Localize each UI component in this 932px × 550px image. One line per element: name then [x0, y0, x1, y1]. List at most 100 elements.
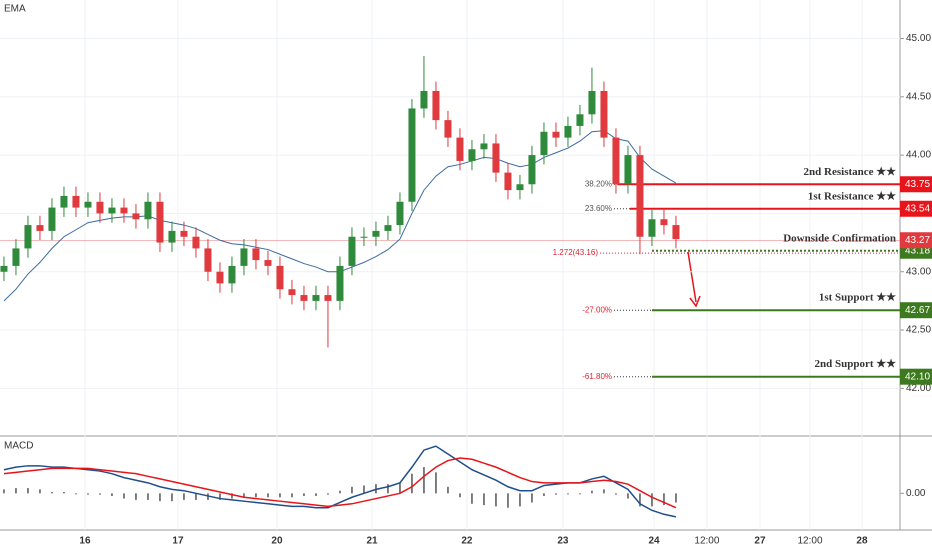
fib-label: 1.272(43.16): [553, 248, 599, 257]
histogram-bar: [27, 488, 29, 494]
candle-body: [36, 225, 44, 231]
candle-body: [612, 137, 620, 185]
histogram-bar: [39, 489, 41, 494]
x-tick-label: 22: [461, 536, 473, 547]
x-tick-label: 24: [648, 536, 660, 547]
price-box-label: 43.75: [905, 179, 930, 190]
arrow-head: [689, 295, 701, 308]
candle-body: [516, 184, 524, 191]
y-tick-label: 43.00: [906, 266, 931, 277]
histogram-bar: [231, 493, 233, 499]
histogram-bar: [363, 485, 365, 494]
histogram-bar: [471, 493, 473, 504]
histogram-bar: [255, 493, 257, 498]
candle-body: [348, 236, 356, 266]
candle-body: [456, 137, 464, 161]
candle-body: [108, 207, 116, 214]
candle-body: [228, 265, 236, 284]
candle-body: [492, 143, 500, 173]
macd-label: MACD: [4, 441, 33, 452]
candle-body: [432, 90, 440, 121]
price-box: [900, 232, 932, 249]
candle-body: [276, 265, 284, 290]
histogram-bar: [663, 493, 665, 506]
histogram-bar: [315, 493, 317, 496]
histogram-bar: [87, 493, 89, 495]
x-tick-label: 17: [172, 536, 184, 547]
price-box-label: 42.67: [905, 305, 930, 316]
candle-body: [636, 155, 644, 237]
histogram-bar: [603, 489, 605, 494]
candle-body: [132, 213, 140, 220]
candle-body: [576, 114, 584, 126]
histogram-bar: [555, 493, 557, 495]
histogram-bar: [3, 489, 5, 494]
candle-body: [408, 108, 416, 202]
candle-body: [288, 289, 296, 296]
candle-body: [672, 225, 680, 240]
histogram-bar: [339, 490, 341, 494]
candle-body: [0, 265, 8, 272]
histogram-bar: [615, 493, 617, 495]
price-box: [900, 200, 932, 217]
x-tick-label: 16: [79, 536, 91, 547]
arrow: [687, 251, 697, 303]
x-tick-label: 20: [271, 536, 283, 547]
level-label: Downside Confirmation: [783, 232, 896, 244]
level-label: 1st Resistance ★★: [808, 190, 896, 202]
candle-body: [96, 201, 104, 214]
signal-line: [3, 457, 677, 509]
level-label: 1st Support ★★: [819, 292, 896, 304]
histogram-bar: [303, 493, 305, 496]
histogram-bar: [51, 492, 53, 494]
candle-body: [264, 260, 272, 266]
price-box: [900, 368, 932, 385]
histogram-bar: [483, 493, 485, 506]
histogram-bar: [147, 493, 149, 500]
histogram-bar: [627, 493, 629, 499]
candle-body: [624, 155, 632, 185]
candle-body: [168, 230, 176, 243]
candle-body: [120, 207, 128, 214]
fib-label: -27.00%: [582, 305, 612, 314]
y-tick-label: 44.00: [906, 150, 931, 161]
histogram-bar: [279, 493, 281, 498]
histogram-bar: [423, 467, 425, 494]
x-tick-label: 21: [366, 536, 378, 547]
candle-body: [156, 201, 164, 243]
histogram-bar: [63, 492, 65, 494]
fib-label: 38.20%: [585, 179, 612, 188]
candle-body: [24, 225, 32, 249]
candle-body: [60, 195, 68, 208]
candle-body: [444, 120, 452, 138]
histogram-bar: [579, 493, 581, 495]
histogram-bar: [411, 473, 413, 494]
histogram-bar: [159, 493, 161, 502]
histogram-bar: [99, 493, 101, 495]
histogram-bar: [435, 472, 437, 494]
candle-body: [564, 125, 572, 138]
y-tick-label: 42.50: [906, 325, 931, 336]
histogram-bar: [399, 482, 401, 494]
candle-body: [588, 90, 596, 115]
x-tick-label: 23: [557, 536, 569, 547]
candle-body: [504, 172, 512, 191]
candle-body: [48, 207, 56, 231]
y-tick-label: 44.50: [906, 91, 931, 102]
histogram-bar: [195, 493, 197, 500]
x-tick-label: 28: [856, 536, 868, 547]
candle-body: [216, 271, 224, 284]
price-box: [900, 176, 932, 193]
candle-body: [468, 149, 476, 161]
histogram-bar: [459, 493, 461, 498]
price-box: [900, 302, 932, 319]
histogram-bar: [651, 493, 653, 507]
histogram-bar: [135, 493, 137, 500]
y-tick-label: 0.00: [906, 488, 926, 499]
candle-body: [360, 236, 368, 238]
histogram-bar: [111, 493, 113, 496]
histogram-bar: [507, 493, 509, 508]
x-tick-label: 12:00: [797, 536, 822, 547]
candle-body: [600, 90, 608, 138]
